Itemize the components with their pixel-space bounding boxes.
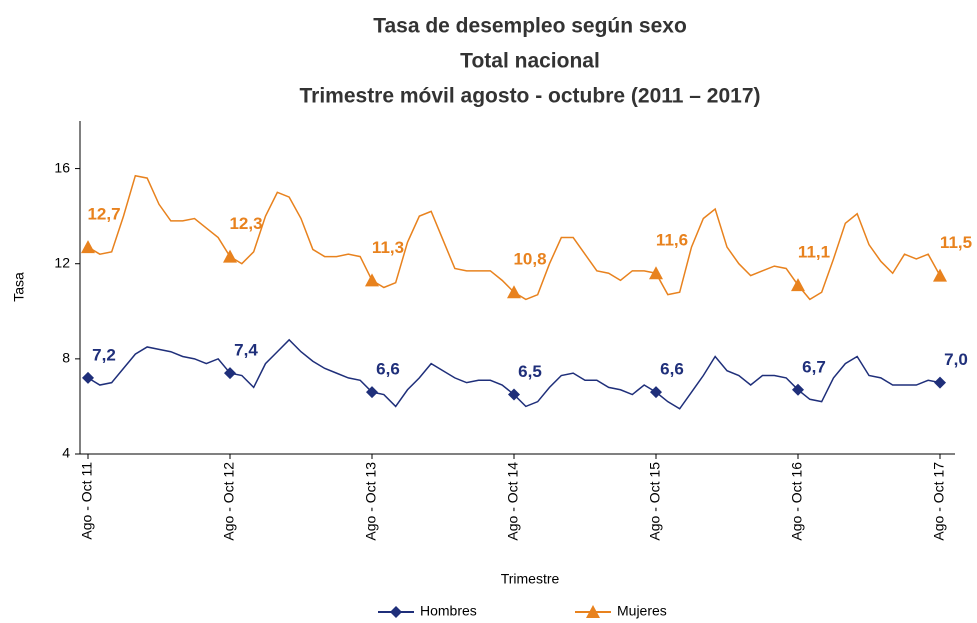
- data-label: 11,5: [940, 233, 972, 252]
- x-tick-label: Ago - Oct 15: [647, 462, 663, 541]
- data-label: 6,7: [802, 357, 826, 376]
- x-tick-label: Ago - Oct 14: [505, 462, 521, 541]
- point-marker: [507, 285, 521, 299]
- data-label: 7,2: [92, 345, 116, 364]
- chart-title: Tasa de desempleo según sexo: [373, 15, 687, 38]
- point-marker: [224, 367, 236, 380]
- data-label: 11,3: [372, 238, 404, 257]
- y-tick-label: 8: [62, 350, 70, 366]
- legend-marker: [586, 605, 600, 618]
- legend-label: Hombres: [420, 603, 477, 619]
- data-label: 6,5: [518, 362, 542, 381]
- point-marker: [365, 273, 379, 287]
- point-marker: [366, 386, 378, 399]
- y-tick-label: 12: [54, 254, 70, 270]
- data-label: 7,4: [234, 341, 258, 360]
- point-marker: [508, 388, 520, 401]
- series-line: [87, 174, 941, 301]
- x-axis-label: Trimestre: [501, 571, 560, 587]
- point-marker: [792, 383, 804, 396]
- legend-label: Mujeres: [617, 603, 667, 619]
- point-marker: [934, 376, 946, 389]
- data-label: 11,6: [656, 231, 688, 250]
- x-tick-label: Ago - Oct 17: [931, 462, 947, 541]
- x-tick-label: Ago - Oct 16: [789, 462, 805, 541]
- x-tick-label: Ago - Oct 11: [79, 462, 95, 540]
- y-tick-label: 16: [54, 159, 70, 175]
- chart-subtitle: Trimestre móvil agosto - octubre (2011 –…: [299, 85, 760, 108]
- data-label: 7,0: [944, 350, 968, 369]
- y-tick-label: 4: [62, 445, 70, 461]
- data-label: 11,1: [798, 243, 830, 262]
- data-label: 6,6: [376, 360, 400, 379]
- point-marker: [81, 240, 95, 254]
- point-marker: [933, 268, 947, 282]
- legend-marker: [390, 606, 402, 618]
- y-axis-label: Tasa: [11, 272, 27, 302]
- chart-subtitle: Total nacional: [460, 50, 600, 73]
- point-marker: [82, 371, 94, 384]
- point-marker: [223, 249, 237, 263]
- data-label: 6,6: [660, 360, 684, 379]
- x-tick-label: Ago - Oct 13: [363, 462, 379, 541]
- data-label: 12,7: [87, 205, 120, 224]
- point-marker: [649, 266, 663, 280]
- data-label: 10,8: [513, 250, 546, 269]
- point-marker: [650, 386, 662, 399]
- x-tick-label: Ago - Oct 12: [221, 462, 237, 541]
- point-marker: [791, 278, 805, 292]
- data-label: 12,3: [229, 214, 262, 233]
